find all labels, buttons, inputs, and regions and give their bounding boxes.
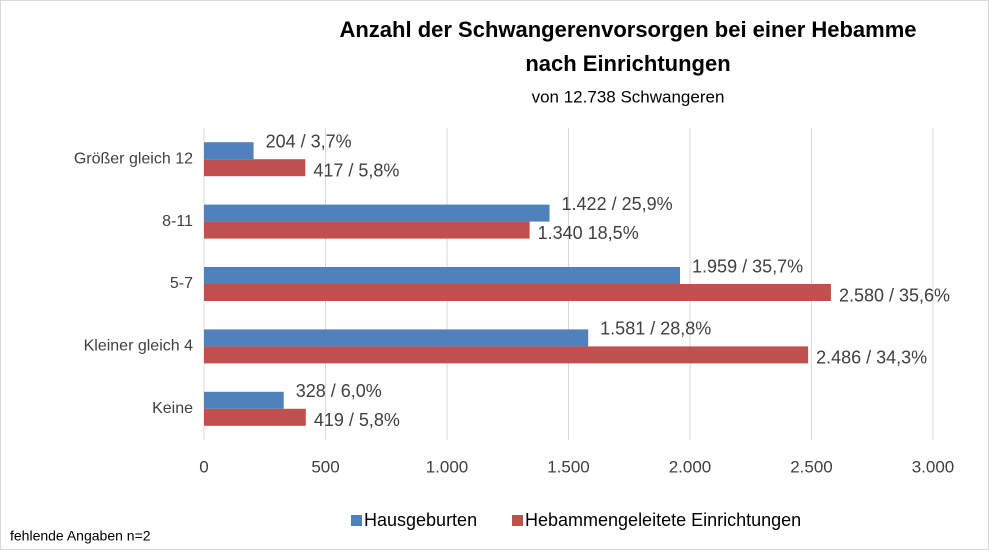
value-label: 1.422 / 25,9% xyxy=(562,194,673,214)
bar xyxy=(204,221,530,239)
note: fehlende Angaben n=2 xyxy=(10,528,151,544)
x-tick-label: 1.000 xyxy=(426,457,469,476)
value-label: 417 / 5,8% xyxy=(313,160,399,180)
x-tick-label: 1.500 xyxy=(547,457,590,476)
legend-swatch xyxy=(351,515,362,526)
bar xyxy=(204,142,254,160)
chart-subtitle: von 12.738 Schwangeren xyxy=(532,87,725,106)
value-label: 2.580 / 35,6% xyxy=(839,285,950,305)
bar xyxy=(204,267,681,284)
y-tick-label: 8-11 xyxy=(162,213,193,230)
value-label: 328 / 6,0% xyxy=(296,381,382,401)
x-tick-label: 500 xyxy=(311,457,339,476)
bar xyxy=(204,391,284,409)
bar xyxy=(204,346,809,364)
bar xyxy=(204,284,831,301)
bar xyxy=(204,159,306,177)
legend-swatch xyxy=(512,515,523,526)
value-label: 1.959 / 35,7% xyxy=(692,256,803,276)
bar xyxy=(204,204,550,222)
bar xyxy=(204,329,589,347)
value-label: 1.340 18,5% xyxy=(538,223,639,243)
x-tick-label: 2.500 xyxy=(790,457,833,476)
legend-label: Hebammengeleitete Einrichtungen xyxy=(525,510,801,530)
y-tick-label: Kleiner gleich 4 xyxy=(84,338,194,355)
x-tick-label: 3.000 xyxy=(912,457,955,476)
chart-title: Anzahl der Schwangerenvorsorgen bei eine… xyxy=(339,17,916,76)
legend-label: Hausgeburten xyxy=(364,510,477,530)
y-tick-label: Keine xyxy=(152,400,193,417)
value-label: 419 / 5,8% xyxy=(314,410,400,430)
value-label: 2.486 / 34,3% xyxy=(816,348,927,368)
value-label: 204 / 3,7% xyxy=(266,131,352,151)
value-label: 1.581 / 28,8% xyxy=(600,319,711,339)
y-tick-label: Größer gleich 12 xyxy=(74,150,193,167)
bar xyxy=(204,408,306,426)
x-tick-label: 0 xyxy=(199,457,208,476)
y-tick-label: 5-7 xyxy=(170,275,193,292)
x-tick-label: 2.000 xyxy=(669,457,712,476)
